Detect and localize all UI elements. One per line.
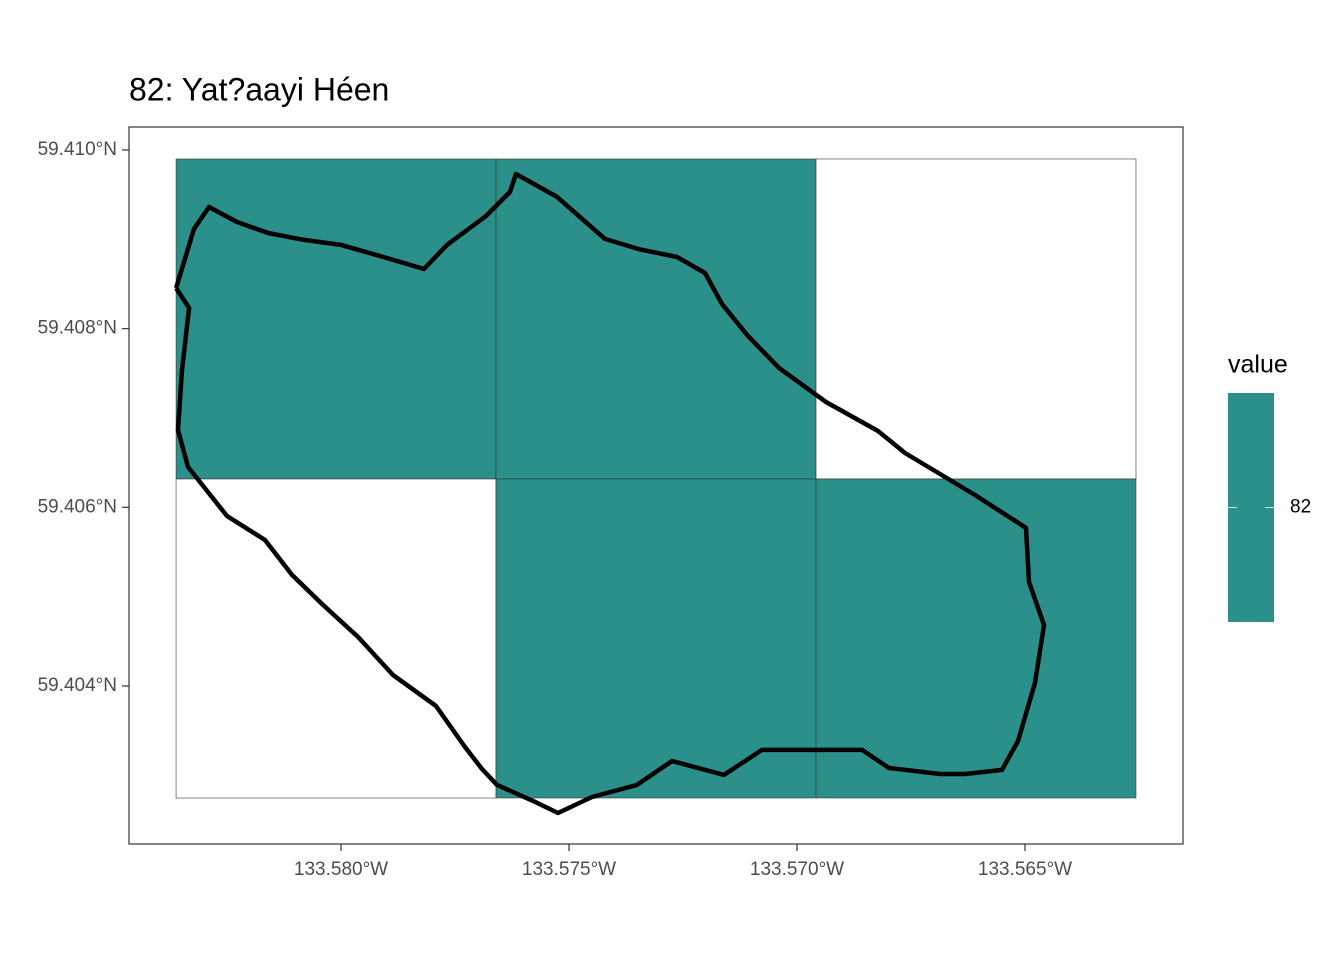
y-tick-label: 59.410°N bbox=[38, 139, 117, 160]
x-tick-label: 133.570°W bbox=[750, 859, 844, 880]
raster-cell bbox=[815, 478, 1137, 799]
raster-cell bbox=[495, 158, 817, 480]
panel-border bbox=[128, 126, 1184, 845]
legend-title: value bbox=[1228, 351, 1288, 379]
y-tick-label: 59.404°N bbox=[38, 675, 117, 696]
chart-title: 82: Yat?aayi Héen bbox=[129, 71, 389, 107]
y-tick-label: 59.406°N bbox=[38, 496, 117, 517]
legend-label: 82 bbox=[1290, 497, 1311, 518]
x-tick-label: 133.565°W bbox=[978, 859, 1072, 880]
boundary-polygon bbox=[173, 171, 1047, 816]
raster-cell bbox=[175, 158, 497, 480]
raster-cell bbox=[815, 158, 1137, 480]
raster-cell bbox=[175, 478, 497, 799]
x-tick-label: 133.575°W bbox=[522, 859, 616, 880]
raster-cell bbox=[495, 478, 817, 799]
y-tick-label: 59.408°N bbox=[38, 318, 117, 339]
x-tick-label: 133.580°W bbox=[294, 859, 388, 880]
